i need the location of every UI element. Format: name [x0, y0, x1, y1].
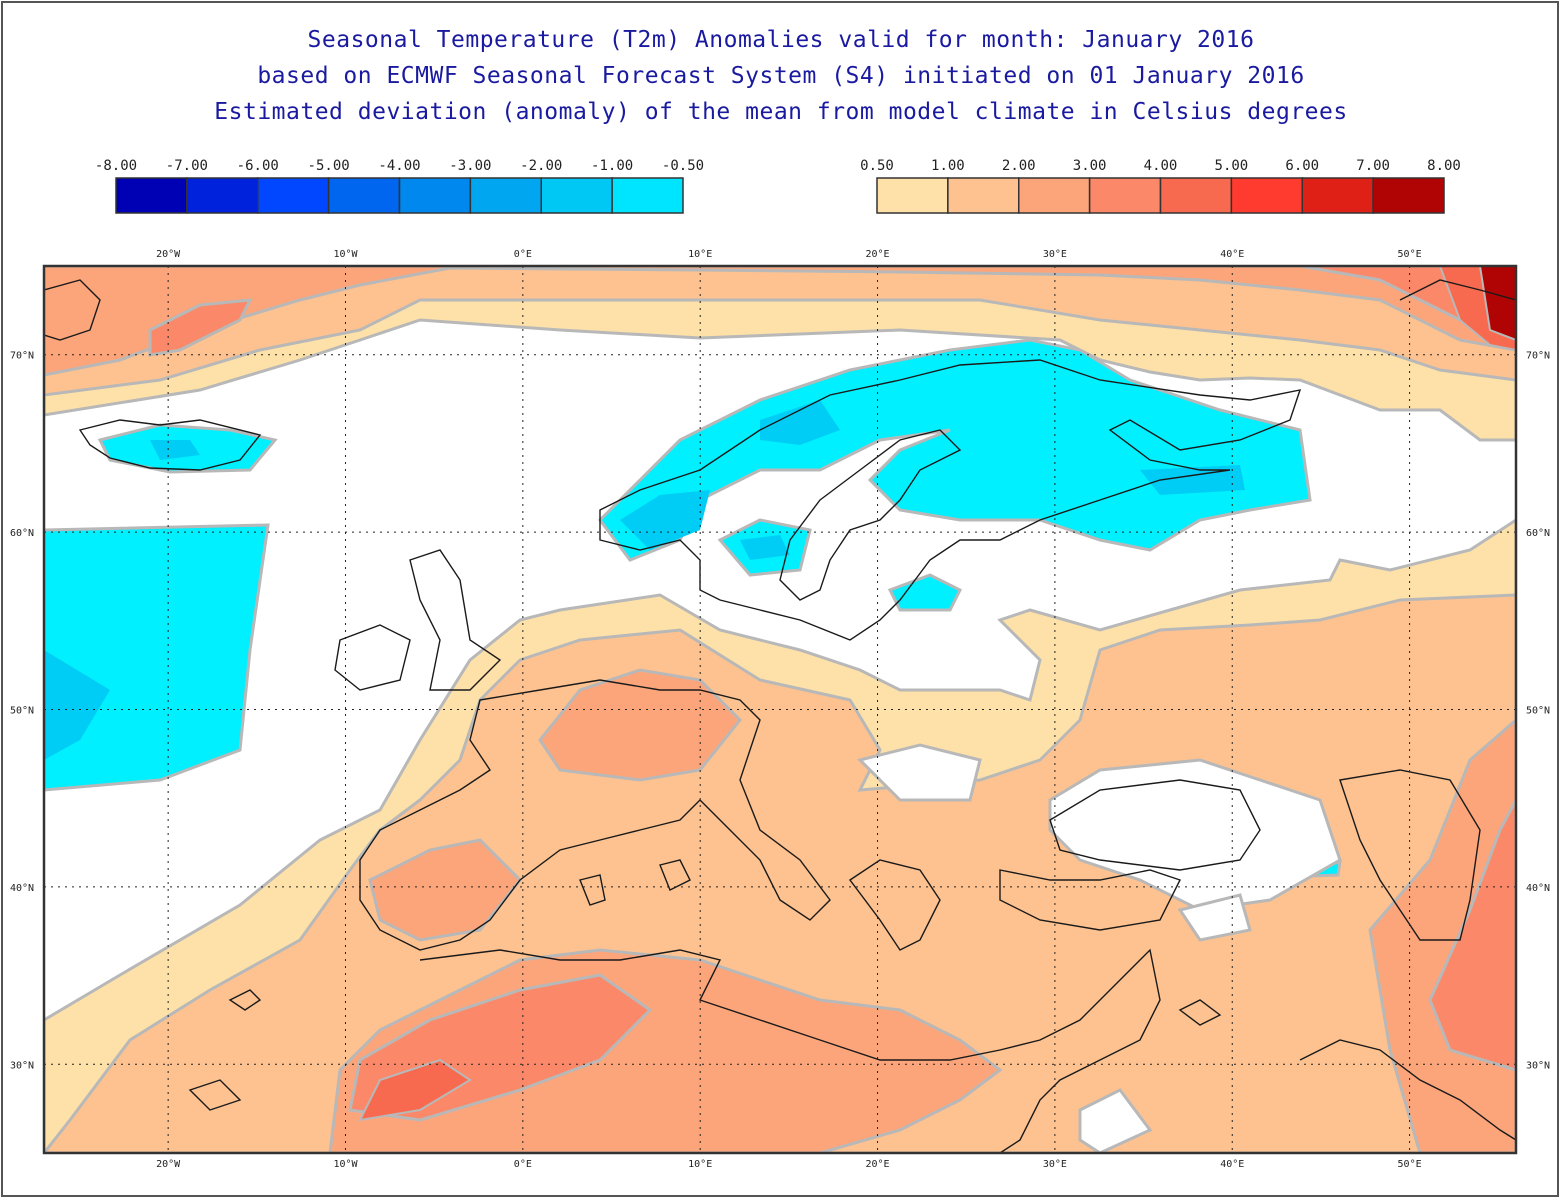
cold-legend-label-2: -6.00 [237, 158, 279, 174]
lat-label-left-1: 60°N [10, 528, 34, 539]
legend-warm: 0.50 1.00 2.00 3.00 4.00 5.00 6.00 7.00 8.00 [860, 158, 1461, 214]
map-title-line3: Estimated deviation (anomaly) of the mea… [214, 99, 1348, 125]
warm-legend-label-5: 5.00 [1215, 158, 1249, 174]
cold-legend-swatch-2 [257, 177, 330, 214]
warm-legend-label-4: 4.00 [1144, 158, 1178, 174]
cold-legend-swatch-1 [186, 177, 259, 214]
lon-label-bottom-0: 20°W [156, 1159, 181, 1170]
anomaly-field [44, 266, 1516, 1153]
lon-label-top-0: 20°W [156, 249, 181, 260]
lon-label-top-6: 40°E [1220, 249, 1244, 260]
cold-legend-swatch-0 [115, 177, 188, 214]
lon-label-bottom-4: 20°E [865, 1159, 889, 1170]
warm-legend-label-7: 7.00 [1356, 158, 1390, 174]
map-border [42, 264, 1518, 1155]
lat-label-right-4: 30°N [1526, 1060, 1550, 1071]
cold-legend-swatch-6 [540, 177, 613, 214]
warm-legend-swatch-0 [876, 177, 949, 214]
lat-label-left-0: 70°N [10, 351, 34, 362]
coastlines [44, 279, 1516, 1153]
anomaly-band-neutral [857, 743, 1342, 1153]
warm-legend-label-3: 3.00 [1073, 158, 1107, 174]
lat-label-right-2: 50°N [1526, 706, 1550, 717]
lat-label-left-3: 40°N [10, 883, 34, 894]
lon-label-top-4: 20°E [865, 249, 889, 260]
lon-label-top-1: 10°W [333, 249, 358, 260]
warm-legend-swatch-4 [1159, 177, 1233, 214]
lon-label-bottom-2: 0°E [514, 1159, 532, 1170]
cold-legend-swatch-3 [327, 177, 401, 214]
map-title-line2: based on ECMWF Seasonal Forecast System … [257, 63, 1305, 89]
lon-label-bottom-3: 10°E [688, 1159, 712, 1170]
axis-labels: 20°W 20°W 10°W 10°W 0°E 0°E 10°E 10°E 20°E 20°E 30… [10, 249, 1550, 1170]
lon-label-top-7: 50°E [1398, 249, 1422, 260]
cold-legend-label-6: -2.00 [520, 158, 562, 174]
warm-legend-swatch-1 [947, 177, 1020, 214]
cold-legend-label-0: -8.00 [95, 158, 137, 174]
anomaly-band-4-plus [358, 266, 1516, 1122]
cold-legend-label-5: -3.00 [449, 158, 491, 174]
cold-legend-swatch-5 [469, 177, 542, 214]
warm-legend-swatch-2 [1018, 177, 1091, 214]
legend-cold: -8.00 -7.00 -6.00 -5.00 -4.00 -3.00 -2.00 -1.00… [95, 158, 704, 214]
lon-label-bottom-6: 40°E [1220, 1159, 1244, 1170]
lon-label-bottom-5: 30°E [1043, 1159, 1067, 1170]
warm-legend-swatch-6 [1301, 177, 1374, 214]
warm-legend-label-1: 1.00 [931, 158, 965, 174]
warm-legend-swatch-3 [1088, 177, 1162, 214]
cold-legend-swatch-4 [398, 177, 472, 214]
cold-legend-label-4: -4.00 [378, 158, 420, 174]
graticule [44, 266, 1516, 1153]
cold-legend-swatch-7 [611, 177, 684, 214]
cold-legend-label-7: -1.00 [591, 158, 633, 174]
lat-label-right-1: 60°N [1526, 528, 1550, 539]
lon-label-top-2: 0°E [514, 249, 532, 260]
warm-legend-label-6: 6.00 [1285, 158, 1319, 174]
lon-label-top-3: 10°E [688, 249, 712, 260]
lat-label-right-3: 40°N [1526, 883, 1550, 894]
cold-legend-label-3: -5.00 [308, 158, 350, 174]
warm-legend-label-8: 8.00 [1427, 158, 1461, 174]
cold-legend-label-8: -0.50 [662, 158, 704, 174]
lat-label-left-4: 30°N [10, 1060, 34, 1071]
lon-label-bottom-1: 10°W [333, 1159, 358, 1170]
warm-legend-label-2: 2.00 [1002, 158, 1036, 174]
map-title-line1: Seasonal Temperature (T2m) Anomalies val… [307, 27, 1255, 53]
warm-legend-label-0: 0.50 [860, 158, 894, 174]
warm-legend-swatch-7 [1372, 177, 1445, 214]
warm-legend-swatch-5 [1230, 177, 1303, 214]
lat-label-left-2: 50°N [10, 706, 34, 717]
anomaly-band-cold-deep [44, 400, 1245, 760]
lat-label-right-0: 70°N [1526, 351, 1550, 362]
cold-legend-label-1: -7.00 [166, 158, 208, 174]
lon-label-bottom-7: 50°E [1398, 1159, 1422, 1170]
lon-label-top-5: 30°E [1043, 249, 1067, 260]
